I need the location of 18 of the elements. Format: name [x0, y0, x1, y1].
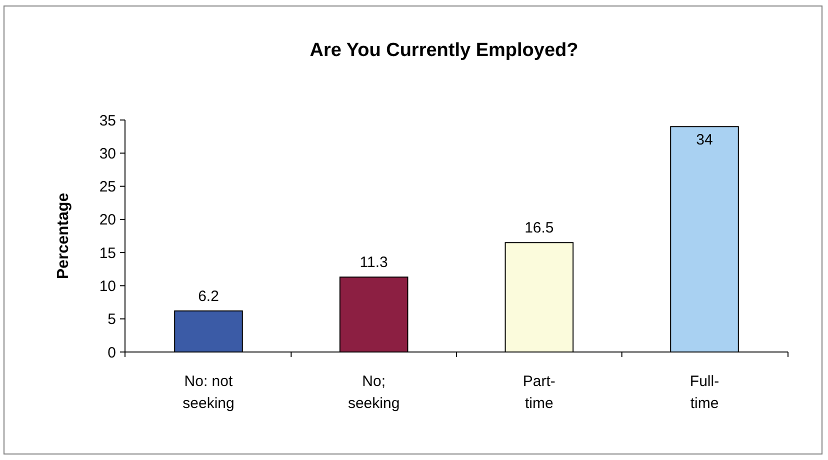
y-axis-title: Percentage — [55, 192, 72, 280]
x-tick-label: No: not seeking — [182, 373, 234, 412]
y-tick-label: 5 — [108, 311, 116, 328]
x-tick-label: Part-time — [522, 373, 556, 412]
y-tick-label: 0 — [108, 344, 116, 362]
data-label: 11.3 — [360, 254, 388, 272]
x-tick-label: No; seeking — [348, 373, 400, 412]
y-tick-label: 20 — [99, 212, 116, 229]
data-label: 6.2 — [198, 288, 219, 305]
chart-title: Are You Currently Employed? — [310, 40, 578, 61]
y-tick-label: 25 — [99, 178, 116, 196]
x-tick-label: Full-time — [690, 373, 720, 412]
y-tick-label: 15 — [99, 244, 116, 262]
y-tick-label: 35 — [99, 112, 116, 130]
y-tick-label: 10 — [99, 278, 116, 295]
data-label: 16.5 — [524, 220, 554, 237]
data-label: 34 — [696, 132, 713, 149]
y-tick-label: 30 — [99, 145, 116, 162]
